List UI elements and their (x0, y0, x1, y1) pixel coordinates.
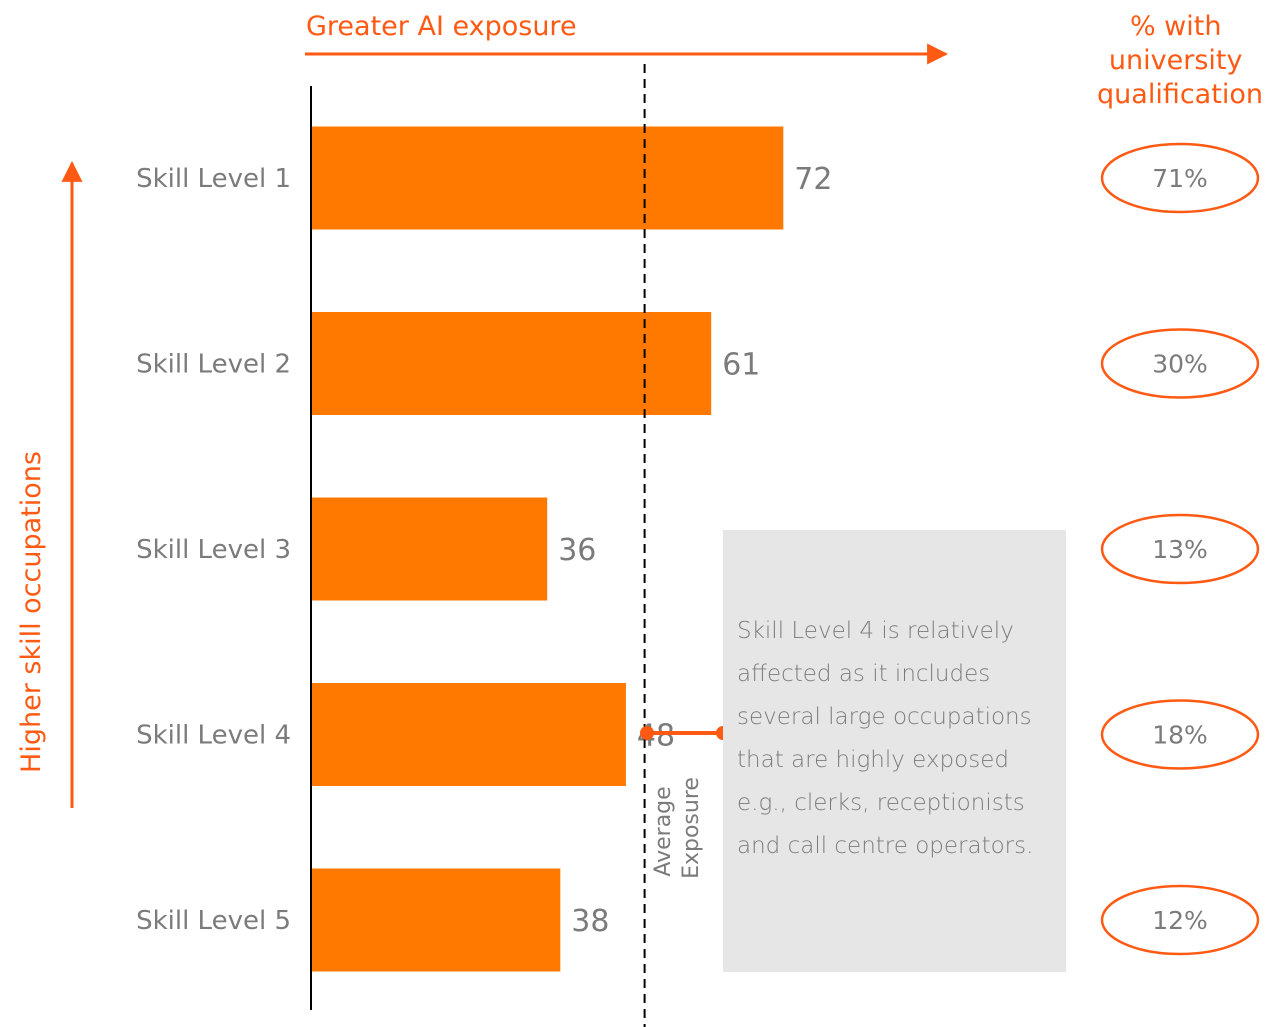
value-label-2: 61 (722, 348, 760, 383)
secondary-title-line-1: % with (1130, 11, 1222, 42)
average-label-line-1: Average (651, 786, 676, 876)
average-exposure-label: Average Exposure (651, 777, 704, 879)
category-label-3: Skill Level 3 (136, 535, 291, 565)
qualification-value-1: 71% (1152, 164, 1208, 193)
qualification-value-4: 18% (1152, 721, 1208, 750)
qualification-value-2: 30% (1152, 350, 1208, 379)
annotation-text: Skill Level 4 is relatively affected as … (737, 618, 1034, 859)
qualification-ellipse-4 (1100, 699, 1260, 770)
bar-4 (311, 683, 626, 786)
secondary-title: % with university qualification (1097, 11, 1263, 110)
annotation-box: Skill Level 4 is relatively affected as … (723, 530, 1066, 972)
bar-2 (311, 312, 712, 415)
value-label-3: 36 (558, 533, 596, 568)
qualification-ellipse-1 (1100, 142, 1260, 214)
value-label-1: 72 (794, 162, 832, 197)
average-label-line-2: Exposure (679, 777, 704, 879)
qualification-ellipse-5 (1100, 884, 1260, 956)
qualification-value-3: 13% (1152, 535, 1208, 564)
x-axis-label: Greater AI exposure (306, 11, 577, 42)
category-label-1: Skill Level 1 (136, 164, 291, 194)
chart-marks: 72 Skill Level 1 71% 61 Skill Level 2 30% 36 Sk… (136, 126, 1260, 972)
value-label-5: 38 (571, 904, 609, 939)
qualification-value-5: 12% (1152, 906, 1208, 935)
category-label-4: Skill Level 4 (136, 721, 291, 751)
secondary-title-line-3: qualification (1097, 79, 1263, 110)
bar-1 (311, 126, 784, 230)
y-axis-label: Higher skill occupations (16, 451, 47, 773)
category-label-2: Skill Level 2 (136, 350, 291, 380)
category-label-5: Skill Level 5 (136, 906, 291, 936)
qualification-ellipse-3 (1100, 513, 1260, 585)
bar-3 (311, 497, 548, 601)
qualification-ellipse-2 (1100, 328, 1260, 399)
secondary-title-line-2: university (1109, 45, 1243, 76)
annotation-connector-start (640, 726, 654, 740)
bar-5 (311, 868, 561, 972)
